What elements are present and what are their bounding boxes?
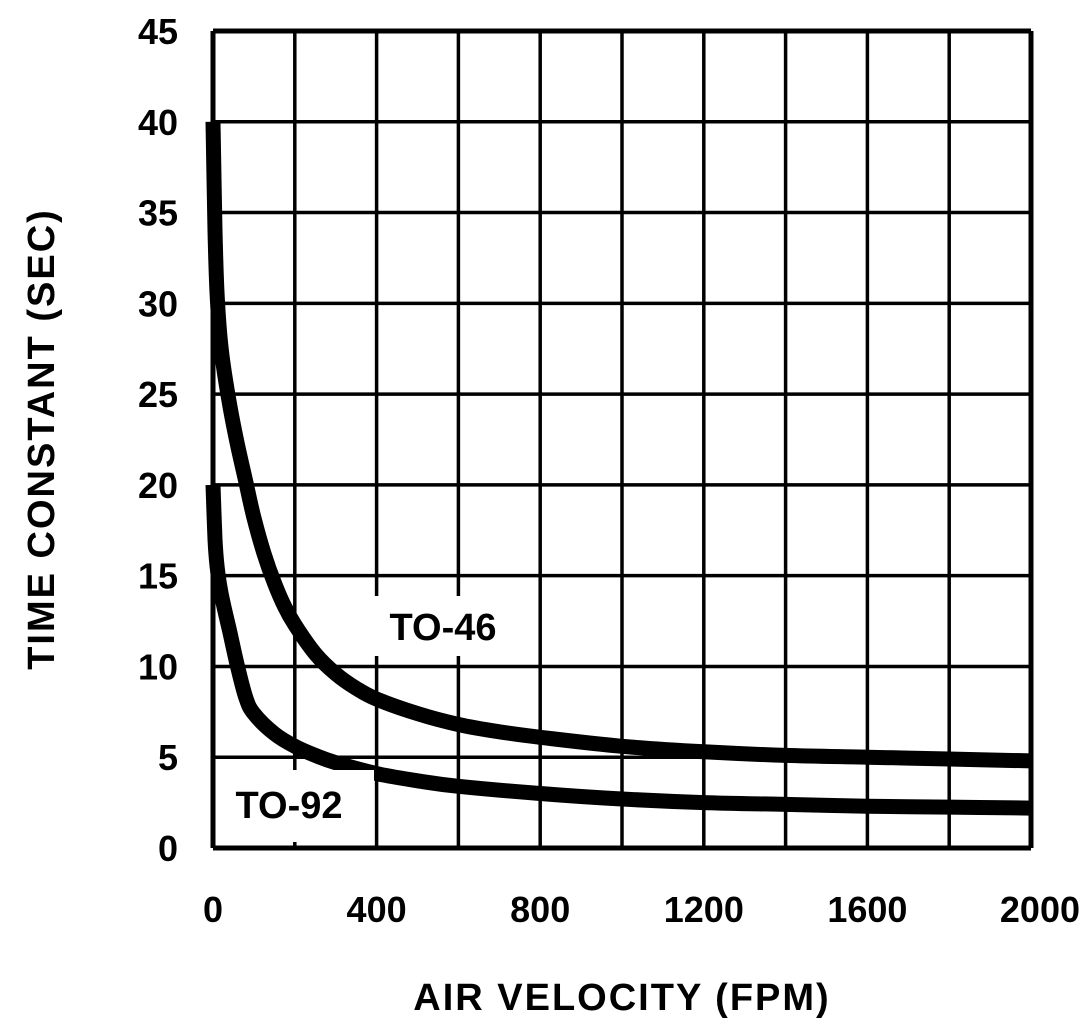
y-axis-title: TIME CONSTANT (SEC) — [21, 208, 63, 670]
x-tick-label: 400 — [347, 889, 407, 930]
y-tick-label: 0 — [158, 828, 178, 869]
series-line-to-46 — [205, 121, 1032, 769]
annotations: TO-46 TO-92 — [216, 596, 512, 842]
label-backing — [216, 770, 374, 842]
y-tick-label: 45 — [138, 11, 178, 52]
x-axis-title: AIR VELOCITY (FPM) — [413, 977, 830, 1019]
x-tick-label: 800 — [510, 889, 570, 930]
label-backing — [374, 596, 512, 656]
y-tick-label: 25 — [138, 374, 178, 415]
x-tick-labels: 0 400 800 1200 1600 2000 — [203, 889, 1080, 930]
curves — [205, 121, 1032, 816]
y-tick-label: 30 — [138, 283, 178, 324]
series-label-to-46: TO-46 — [389, 607, 496, 649]
y-tick-label: 35 — [138, 193, 178, 234]
x-tick-label: 1600 — [827, 889, 907, 930]
series-label-to-92: TO-92 — [235, 785, 342, 827]
y-tick-label: 10 — [138, 646, 178, 687]
y-tick-label: 40 — [138, 102, 178, 143]
series-line-to-92 — [205, 484, 1032, 816]
y-tick-label: 5 — [158, 737, 178, 778]
x-tick-label: 2000 — [1000, 889, 1080, 930]
y-tick-label: 20 — [138, 465, 178, 506]
x-tick-label: 0 — [203, 889, 223, 930]
x-tick-label: 1200 — [664, 889, 744, 930]
y-tick-labels: 0 5 10 15 20 25 30 35 40 45 — [138, 11, 178, 869]
grid — [210, 28, 1034, 851]
y-tick-label: 15 — [138, 556, 178, 597]
